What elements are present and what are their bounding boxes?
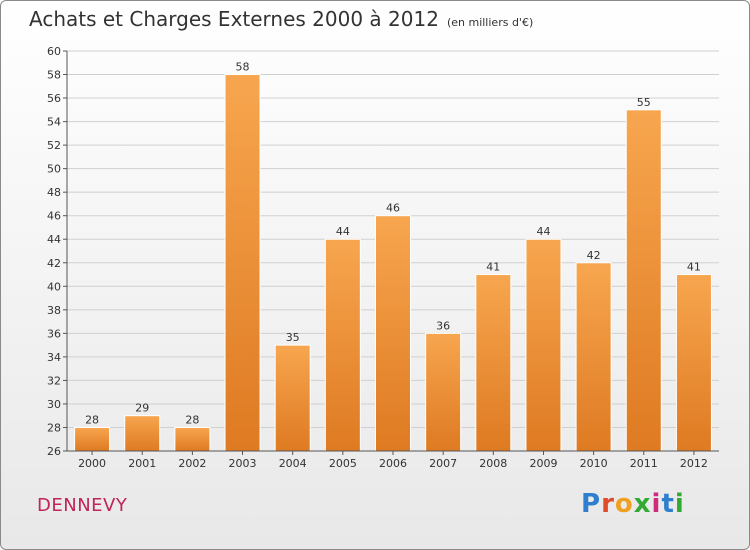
bars-layer: 28 29 28 58 35 44 46 36 41 44 42 55 41 [74, 61, 712, 452]
axis-layer: 26 28 30 32 34 36 38 40 42 44 46 48 50 52 54 56 58 60 2000… [47, 45, 719, 470]
logo-letter: o [614, 489, 634, 519]
y-tick-label: 50 [47, 163, 61, 176]
data-label-2002: 28 [185, 413, 199, 426]
bar-2001 [124, 415, 161, 452]
data-label-2006: 46 [386, 202, 400, 215]
x-tick-label-2002: 2002 [178, 457, 206, 470]
proxiti-logo: Proxiti [581, 489, 685, 519]
x-tick-label-2007: 2007 [429, 457, 457, 470]
bar-2003 [224, 74, 261, 452]
y-tick-label: 42 [47, 257, 61, 270]
bar-2006 [375, 215, 411, 452]
y-tick-label: 54 [47, 116, 61, 129]
bar-2000 [74, 426, 111, 452]
x-tick-label-2001: 2001 [128, 457, 156, 470]
y-tick-label: 56 [47, 92, 61, 105]
x-tick-label-2010: 2010 [580, 457, 608, 470]
x-tick-label-2011: 2011 [630, 457, 658, 470]
data-label-2008: 41 [486, 261, 500, 274]
y-tick-label: 26 [47, 445, 61, 458]
x-tick-label-2006: 2006 [379, 457, 407, 470]
bar-2011 [625, 109, 662, 452]
data-label-2001: 29 [135, 402, 149, 415]
data-label-2010: 42 [587, 249, 601, 262]
bar-2002 [174, 426, 211, 452]
y-tick-label: 44 [47, 233, 61, 246]
y-tick-label: 52 [47, 139, 61, 152]
x-tick-label-2000: 2000 [78, 457, 106, 470]
y-tick-label: 36 [47, 327, 61, 340]
logo-letter: t [661, 489, 675, 519]
chart-subtitle: (en milliers d'€) [446, 16, 534, 29]
y-tick-label: 40 [47, 280, 61, 293]
data-label-2003: 58 [236, 61, 250, 74]
y-tick-label: 32 [47, 374, 61, 387]
x-tick-label-2005: 2005 [329, 457, 357, 470]
bar-2004 [274, 344, 311, 452]
commune-name: DENNEVY [37, 495, 128, 516]
data-label-2009: 44 [536, 225, 550, 238]
y-tick-label: 28 [47, 421, 61, 434]
data-label-2011: 55 [637, 96, 651, 109]
logo-letter: i [674, 489, 685, 519]
x-tick-label-2003: 2003 [229, 457, 257, 470]
x-tick-label-2012: 2012 [680, 457, 708, 470]
y-tick-label: 34 [47, 351, 61, 364]
bar-2009 [525, 238, 562, 452]
data-label-2012: 41 [687, 261, 701, 274]
y-tick-label: 46 [47, 210, 61, 223]
y-tick-label: 48 [47, 186, 61, 199]
bar-2010 [575, 262, 612, 452]
bar-2008 [475, 274, 512, 452]
bar-2005 [324, 238, 361, 452]
bar-2012 [675, 274, 712, 452]
chart-title: Achats et Charges Externes 2000 à 2012 (e… [29, 7, 533, 31]
y-tick-label: 30 [47, 398, 61, 411]
logo-letter: P [581, 489, 602, 519]
data-label-2004: 35 [286, 331, 300, 344]
bar-2007 [425, 332, 462, 452]
y-tick-label: 58 [47, 69, 61, 82]
data-label-2007: 36 [436, 319, 450, 332]
chart-title-text: Achats et Charges Externes 2000 à 2012 [29, 7, 439, 31]
x-tick-label-2008: 2008 [479, 457, 507, 470]
y-tick-label: 60 [47, 45, 61, 58]
data-label-2005: 44 [336, 225, 350, 238]
y-tick-label: 38 [47, 304, 61, 317]
logo-letter: r [601, 489, 615, 519]
x-tick-label-2004: 2004 [279, 457, 307, 470]
logo-letter: x [633, 489, 652, 519]
data-label-2000: 28 [85, 413, 99, 426]
logo-letter: i [651, 489, 662, 519]
x-tick-label-2009: 2009 [529, 457, 557, 470]
